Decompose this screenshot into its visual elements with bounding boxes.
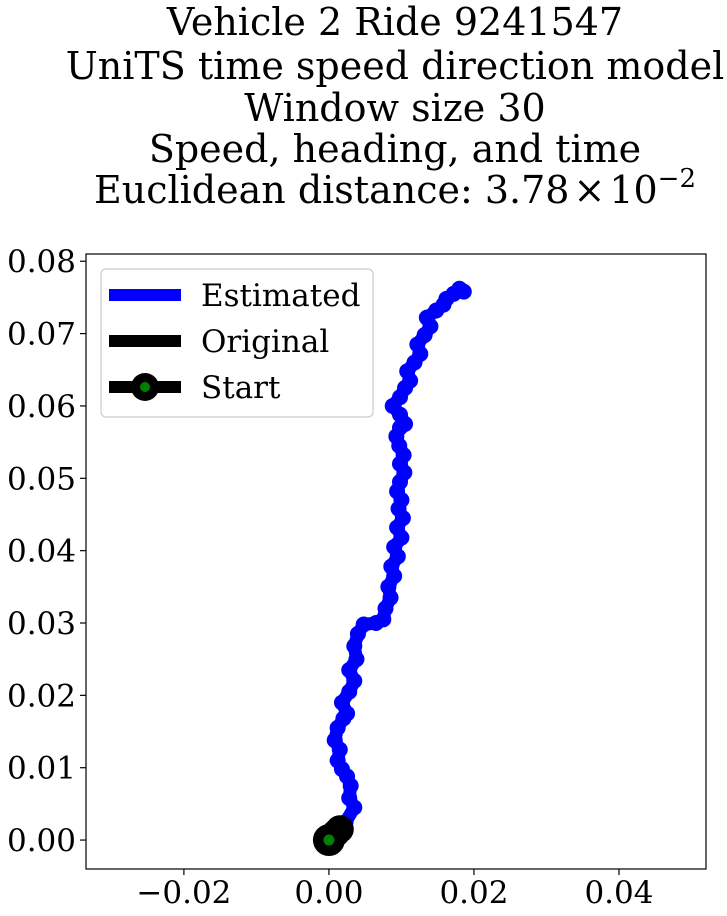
chart-title: Vehicle 2 Ride 9241547 UniTS time speed … — [66, 0, 725, 212]
y-tick-label: 0.05 — [7, 461, 76, 497]
y-tick-label: 0.07 — [7, 317, 76, 353]
x-tick-label: 0.00 — [294, 875, 363, 911]
title-distance-times: × — [573, 168, 605, 212]
title-line-4: Speed, heading, and time — [149, 127, 641, 171]
plot-frame — [85, 253, 707, 870]
title-line-3: Window size 30 — [244, 86, 545, 130]
y-tick-label: 0.04 — [7, 534, 76, 570]
legend-swatch-start-dot — [140, 382, 150, 392]
point-estimated — [341, 790, 358, 807]
x-tick-label: 0.04 — [584, 875, 653, 911]
start-marker — [312, 824, 345, 857]
point-estimated — [326, 732, 343, 749]
legend: Estimated Original Start — [100, 268, 374, 418]
title-distance-prefix: Euclidean distance: — [94, 168, 485, 212]
y-tick-label: 0.02 — [7, 678, 76, 714]
legend-box — [100, 268, 374, 418]
point-estimated — [348, 651, 365, 668]
y-tick-label: 0.06 — [7, 389, 76, 425]
title-distance-base: 10 — [609, 168, 657, 212]
x-tick-label: 0.02 — [439, 875, 508, 911]
title-distance-exponent: −2 — [658, 164, 696, 194]
title-line-2: UniTS time speed direction model — [66, 44, 725, 88]
x-axis: −0.02 0.00 0.02 0.04 — [136, 869, 653, 911]
y-tick-label: 0.00 — [7, 823, 76, 859]
title-line-5: Euclidean distance: 3.78 × 10−2 — [94, 164, 696, 212]
x-tick-label: −0.02 — [136, 875, 231, 911]
y-axis: 0.00 0.01 0.02 0.03 0.04 0.05 0.06 0.07 0.08 — [7, 244, 86, 859]
y-tick-label: 0.08 — [7, 244, 76, 280]
series-estimated — [320, 280, 472, 849]
title-distance-mantissa: 3.78 — [485, 168, 570, 212]
point-estimated — [355, 616, 372, 633]
point-estimated — [455, 283, 472, 300]
start-marker-face — [323, 834, 335, 846]
point-estimated — [346, 638, 363, 655]
legend-label-estimated: Estimated — [201, 278, 360, 314]
legend-label-start: Start — [201, 370, 281, 406]
title-line-1: Vehicle 2 Ride 9241547 — [166, 0, 623, 44]
y-tick-label: 0.01 — [7, 751, 76, 787]
y-tick-label: 0.03 — [7, 606, 76, 642]
series-layer — [312, 280, 472, 857]
legend-label-original: Original — [201, 324, 329, 360]
